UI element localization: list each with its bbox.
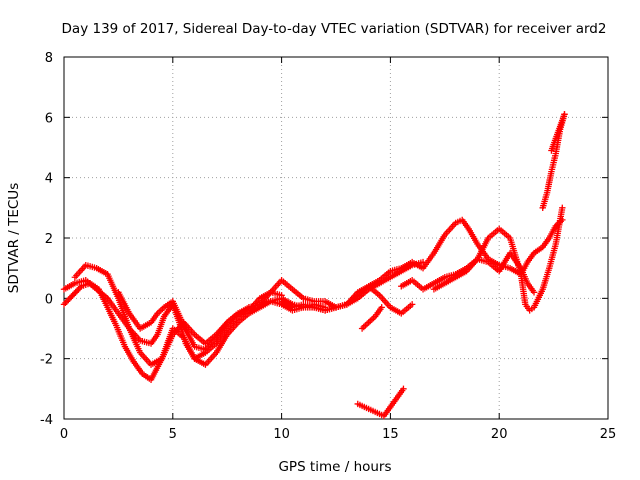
x-tick-label: 10 [273, 427, 290, 442]
data-point-dense [75, 286, 82, 293]
data-point [278, 292, 285, 299]
data-point [408, 301, 416, 308]
y-tick-label: 4 [45, 172, 53, 187]
data-point [69, 292, 76, 299]
x-tick-label: 25 [600, 427, 617, 442]
data-point-dense [63, 298, 71, 305]
y-tick-label: -4 [40, 413, 53, 428]
data-point [400, 385, 407, 393]
x-tick-label: 5 [169, 427, 177, 442]
data-point-dense [72, 289, 79, 296]
y-tick-label: -2 [40, 353, 53, 368]
data-point [378, 304, 385, 311]
y-tick-label: 2 [45, 232, 53, 247]
grid [64, 57, 608, 419]
data-point [559, 204, 566, 212]
series-track-i [548, 111, 568, 154]
series-track-g [398, 249, 538, 296]
series-track-k [358, 304, 385, 332]
series-track-d [115, 289, 285, 353]
data-point [530, 289, 538, 296]
data-layer [60, 111, 568, 420]
axis-ticks: 0 5 10 15 20 25 -4 -2 0 2 4 6 8 [40, 51, 616, 442]
series-track-h [539, 111, 568, 212]
y-tick-label: 8 [45, 51, 53, 66]
x-tick-label: 20 [491, 427, 508, 442]
chart-title: Day 139 of 2017, Sidereal Day-to-day VTE… [62, 21, 607, 37]
x-axis-title: GPS time / hours [278, 459, 391, 475]
data-point-dense [65, 296, 72, 304]
data-point [561, 111, 568, 118]
y-tick-label: 0 [45, 292, 53, 307]
series-track-e [278, 216, 566, 314]
data-point-dense [66, 295, 74, 302]
y-axis-title: SDTVAR / TECUs [6, 183, 22, 293]
x-tick-label: 15 [382, 427, 399, 442]
data-point-dense [70, 290, 78, 298]
data-point-dense [73, 287, 81, 294]
data-point [60, 301, 68, 308]
data-point-dense [62, 299, 69, 307]
x-tick-label: 0 [60, 427, 68, 442]
y-tick-label: 6 [45, 111, 53, 126]
series-track-f [430, 204, 566, 314]
series-track-j [354, 385, 407, 420]
data-point-dense [68, 293, 75, 301]
